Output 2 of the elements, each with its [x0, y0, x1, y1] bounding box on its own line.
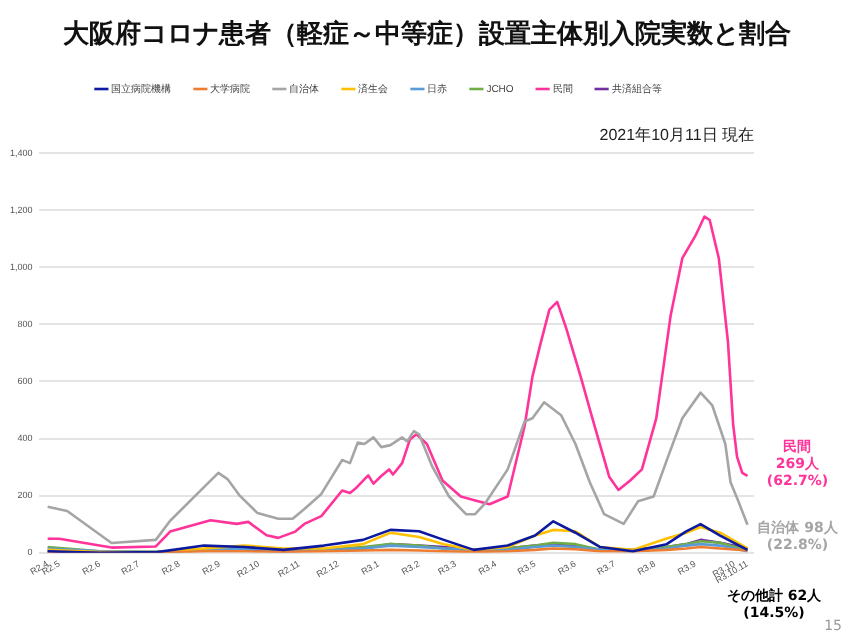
chart-title: 大阪府コロナ患者（軽症～中等症）設置主体別入院実数と割合: [61, 17, 793, 52]
text: 2021年10月11日 現在: [599, 126, 754, 145]
